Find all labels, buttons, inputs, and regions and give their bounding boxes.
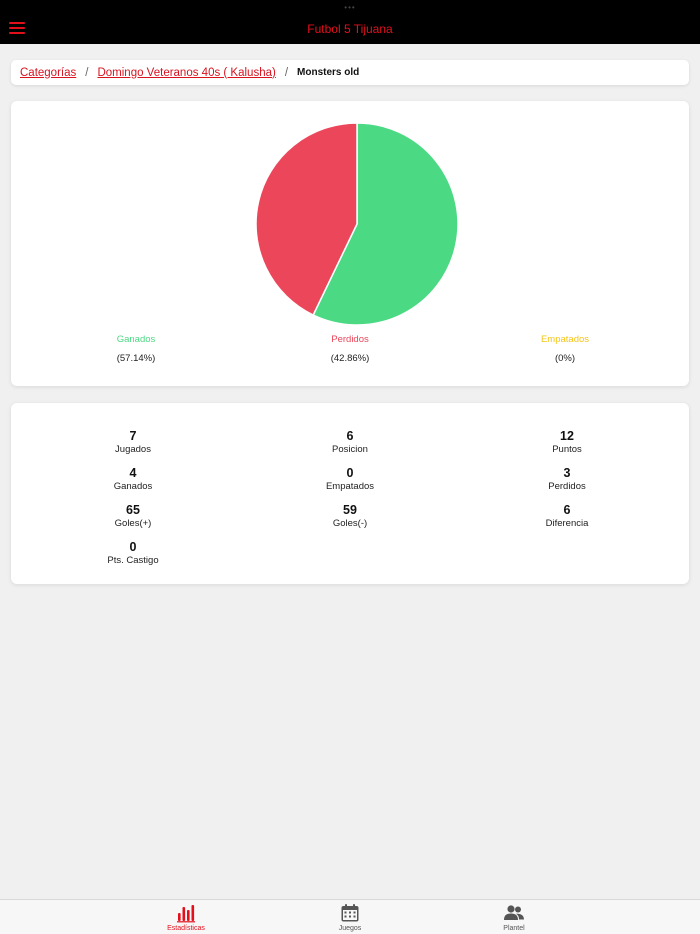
legend-label-ganados: Ganados <box>116 334 156 345</box>
bottom-tab-bar: Estadísticas Juegos Plantel <box>0 899 700 934</box>
stat-value: 6 <box>346 429 354 443</box>
breadcrumb-link-category[interactable]: Domingo Veteranos 40s ( Kalusha) <box>97 66 276 79</box>
stat-ganados: 4 Ganados <box>58 466 208 493</box>
breadcrumb-link-categorias[interactable]: Categorías <box>20 66 77 79</box>
legend-percent-empatados: (0%) <box>554 353 576 364</box>
results-chart-card: Ganados (57.14%) Perdidos (42.86%) Empat… <box>11 101 689 386</box>
breadcrumb-current: Monsters old <box>297 67 360 78</box>
legend-empatados: Empatados (0%) <box>490 334 640 365</box>
results-pie-chart <box>255 122 459 326</box>
pie-slice-perdidos <box>255 122 358 317</box>
stat-jugados: 7 Jugados <box>58 429 208 456</box>
pie-slice-ganados <box>312 122 459 326</box>
legend-label-empatados: Empatados <box>540 334 590 345</box>
hamburger-menu-icon[interactable] <box>9 22 25 34</box>
tab-juegos[interactable]: Juegos <box>300 903 400 933</box>
stat-pts-castigo: 0 Pts. Castigo <box>58 540 208 567</box>
stat-goles-favor: 65 Goles(+) <box>58 503 208 530</box>
stat-value: 6 <box>563 503 571 517</box>
stat-value: 4 <box>129 466 137 480</box>
stat-value: 59 <box>343 503 357 517</box>
breadcrumb-separator: / <box>284 66 289 79</box>
stat-goles-contra: 59 Goles(-) <box>275 503 425 530</box>
breadcrumb: Categorías / Domingo Veteranos 40s ( Kal… <box>11 60 689 85</box>
breadcrumb-separator: / <box>85 66 89 79</box>
stat-empatados: 0 Empatados <box>275 466 425 493</box>
legend-percent-ganados: (57.14%) <box>116 353 156 364</box>
stat-value: 12 <box>560 429 574 443</box>
legend-label-perdidos: Perdidos <box>331 334 369 345</box>
stat-value: 65 <box>126 503 140 517</box>
stat-value: 7 <box>129 429 137 443</box>
stat-label: Perdidos <box>548 481 586 492</box>
stat-label: Goles(-) <box>332 518 368 529</box>
tab-label: Estadísticas <box>167 925 205 932</box>
tab-plantel[interactable]: Plantel <box>464 903 564 933</box>
stat-label: Posicion <box>332 444 368 455</box>
stat-diferencia: 6 Diferencia <box>492 503 642 530</box>
stat-value: 3 <box>563 466 571 480</box>
tab-label: Juegos <box>338 925 362 932</box>
legend-perdidos: Perdidos (42.86%) <box>275 334 425 365</box>
app-title: Futbol 5 Tijuana <box>307 22 393 36</box>
stat-label: Empatados <box>325 481 375 492</box>
calendar-icon <box>341 904 359 922</box>
stat-label: Puntos <box>552 444 582 455</box>
tab-label: Plantel <box>503 925 525 932</box>
status-dots: ••• <box>344 3 356 12</box>
legend-ganados: Ganados (57.14%) <box>61 334 211 365</box>
stat-label: Goles(+) <box>114 518 152 529</box>
people-icon <box>504 905 524 920</box>
stat-label: Diferencia <box>545 518 589 529</box>
bar-chart-icon <box>177 905 195 923</box>
tab-estadisticas[interactable]: Estadísticas <box>136 903 236 933</box>
stat-label: Ganados <box>113 481 153 492</box>
stat-label: Pts. Castigo <box>107 555 159 566</box>
legend-percent-perdidos: (42.86%) <box>330 353 370 364</box>
stat-perdidos: 3 Perdidos <box>492 466 642 493</box>
top-bar: ••• Futbol 5 Tijuana <box>0 0 700 44</box>
stat-puntos: 12 Puntos <box>492 429 642 456</box>
stat-label: Jugados <box>115 444 151 455</box>
stats-card: 7 Jugados 6 Posicion 12 Puntos 4 Ganados… <box>11 403 689 584</box>
stat-value: 0 <box>346 466 354 480</box>
stat-posicion: 6 Posicion <box>275 429 425 456</box>
stat-value: 0 <box>129 540 137 554</box>
